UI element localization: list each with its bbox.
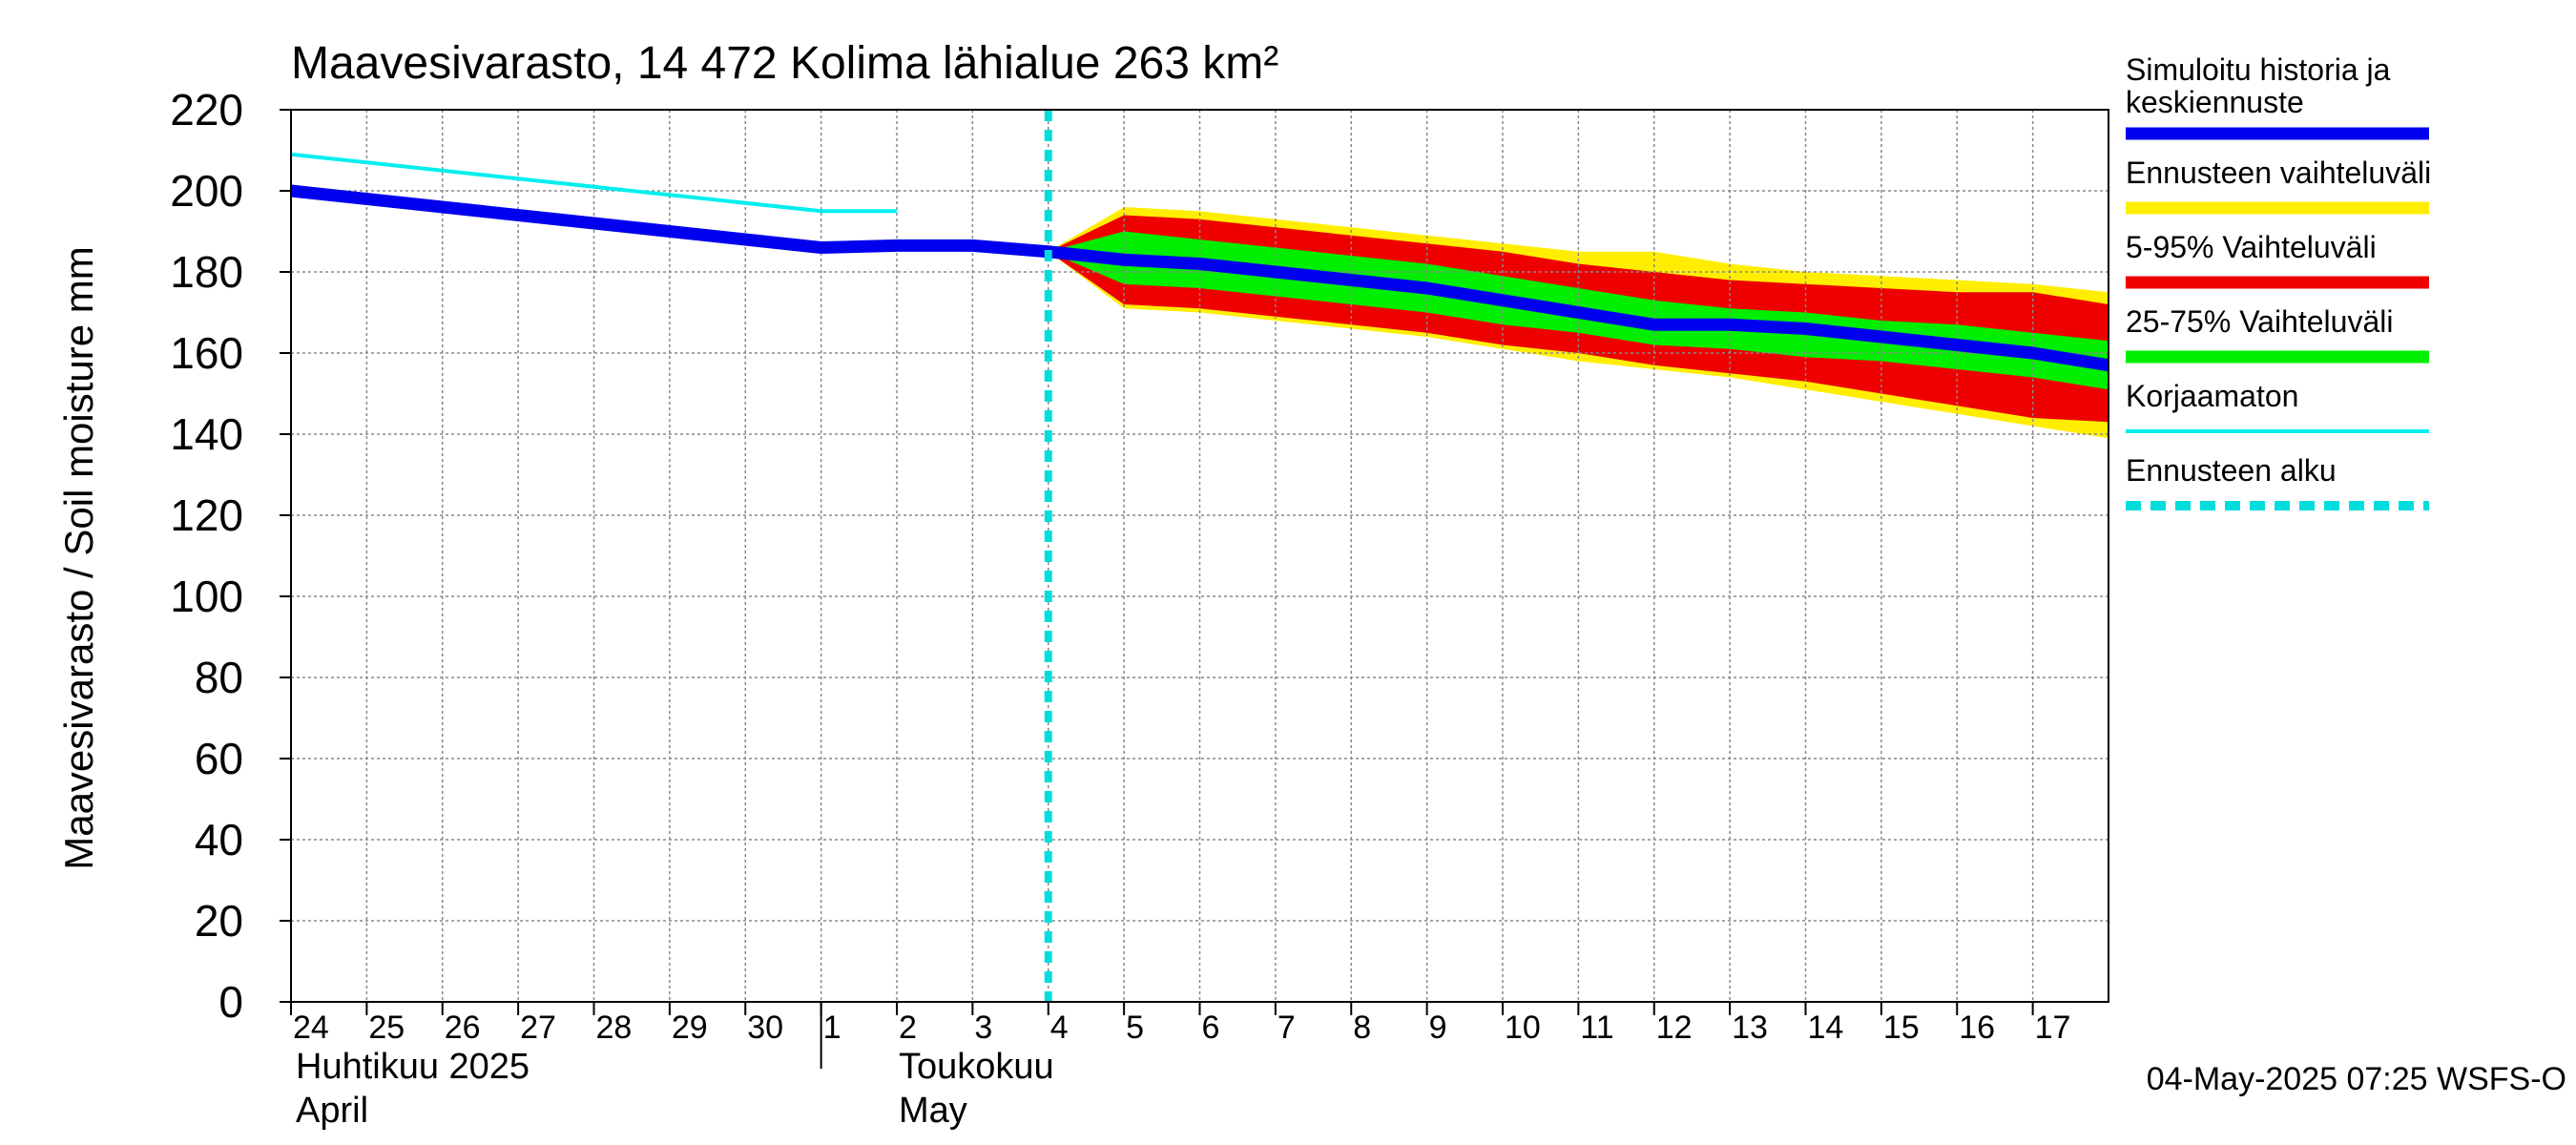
legend-label-5: Ennusteen alku — [2126, 453, 2337, 488]
x-tick-label-23: 17 — [2035, 1010, 2071, 1046]
series-line-0 — [290, 184, 2110, 372]
grid — [291, 110, 2109, 1002]
month-label-en-0: April — [296, 1091, 368, 1131]
x-tick-label-3: 27 — [520, 1010, 556, 1046]
x-tick-label-19: 13 — [1732, 1010, 1768, 1046]
x-tick-label-9: 3 — [974, 1010, 992, 1046]
x-tick-label-16: 10 — [1505, 1010, 1541, 1046]
y-tick-label-10: 200 — [170, 166, 243, 216]
x-tick-label-20: 14 — [1808, 1010, 1844, 1046]
x-tick-label-22: 16 — [1959, 1010, 1995, 1046]
x-tick-label-2: 26 — [445, 1010, 481, 1046]
x-axis: 24 25 26 27 28 29 30 1 2 3 4 5 6 7 8 9 10 11 12 13 14 15 16 17 — [290, 1002, 2071, 1069]
x-tick-label-15: 9 — [1429, 1010, 1447, 1046]
legend-label-1: Ennusteen vaihteluväli — [2126, 156, 2431, 190]
y-tick-label-1: 20 — [195, 896, 243, 946]
y-tick-label-0: 0 — [218, 977, 243, 1027]
series-line-4 — [290, 152, 897, 214]
y-tick-label-2: 40 — [195, 815, 243, 864]
x-tick-label-4: 28 — [596, 1010, 633, 1046]
month-label-fi-1: Toukokuu — [899, 1047, 1054, 1087]
x-tick-label-7: 1 — [823, 1010, 841, 1046]
x-tick-label-11: 5 — [1126, 1010, 1144, 1046]
x-tick-label-21: 15 — [1883, 1010, 1920, 1046]
x-tick-label-14: 8 — [1353, 1010, 1371, 1046]
x-tick-label-12: 6 — [1202, 1010, 1220, 1046]
x-tick-label-18: 12 — [1656, 1010, 1693, 1046]
y-tick-label-7: 140 — [170, 409, 243, 459]
legend-label-0a: Simuloitu historia ja — [2126, 52, 2391, 87]
y-axis-label: Maavesivarasto / Soil moisture mm — [56, 246, 101, 870]
x-tick-label-6: 30 — [747, 1010, 783, 1046]
y-tick-label-6: 120 — [170, 490, 243, 540]
chart-title: Maavesivarasto, 14 472 Kolima lähialue 2… — [291, 38, 1278, 89]
x-tick-label-13: 7 — [1278, 1010, 1296, 1046]
timestamp-footer: 04-May-2025 07:25 WSFS-O — [2147, 1061, 2566, 1097]
y-tick-label-3: 60 — [195, 734, 243, 783]
month-label-fi-0: Huhtikuu 2025 — [296, 1047, 530, 1087]
x-tick-label-17: 11 — [1580, 1010, 1613, 1046]
x-tick-label-1: 25 — [368, 1010, 405, 1046]
y-axis: 0 20 40 60 80 100 120 140 160 180 200 220 — [170, 85, 291, 1027]
y-tick-label-5: 100 — [170, 572, 243, 621]
legend-label-4: Korjaamaton — [2126, 379, 2298, 413]
legend-label-2: 5-95% Vaihteluväli — [2126, 230, 2377, 264]
y-tick-label-8: 160 — [170, 328, 243, 378]
month-label-en-1: May — [899, 1091, 967, 1131]
legend-label-0b: keskiennuste — [2126, 85, 2304, 119]
y-tick-label-4: 80 — [195, 653, 243, 702]
x-tick-label-10: 4 — [1050, 1010, 1069, 1046]
legend-label-3: 25-75% Vaihteluväli — [2126, 304, 2393, 339]
series-lines — [290, 110, 2110, 1002]
x-tick-label-5: 29 — [672, 1010, 708, 1046]
y-tick-label-9: 180 — [170, 247, 243, 297]
x-tick-label-8: 2 — [899, 1010, 917, 1046]
y-tick-label-11: 220 — [170, 85, 243, 135]
x-tick-label-0: 24 — [293, 1010, 329, 1046]
